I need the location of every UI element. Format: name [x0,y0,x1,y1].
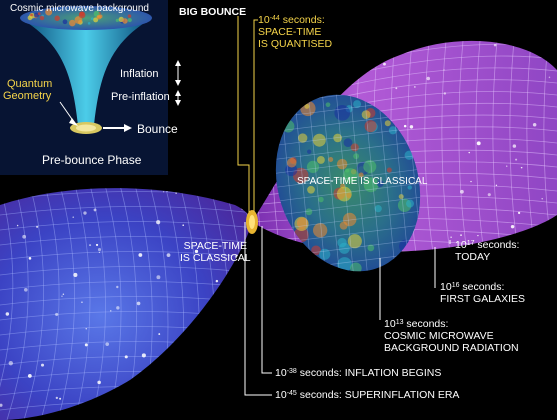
line-big-bounce [237,16,250,212]
inset-inflation: Inflation [120,68,159,80]
inflation-unit: seconds: [299,367,342,379]
inflation-desc: INFLATION BEGINS [344,367,442,379]
quantised-base: 10 [258,14,270,26]
timeline-inflation: 10-38 seconds: INFLATION BEGINS [275,367,441,379]
today-base: 10 [455,239,467,251]
today-unit: seconds: [477,239,520,251]
inset-cmb-label: Cosmic microwave background [10,3,149,14]
galaxies-unit: seconds: [462,281,505,293]
bounce-lines [237,16,258,212]
superinflation-exponent: -45 [286,390,297,397]
inset-quantum-geometry: Quantum Geometry [3,78,52,102]
quantum-line1: Quantum [7,78,53,90]
timeline-superinflation: 10-45 seconds: SUPERINFLATION ERA [275,389,459,401]
cmb-base: 10 [384,318,396,330]
today-desc: TODAY [455,251,491,263]
galaxies-exponent: 16 [451,282,460,289]
quantised-unit: seconds: [282,14,325,26]
quantised-line2: IS QUANTISED [258,38,333,50]
galaxies-desc: FIRST GALAXIES [440,293,525,305]
inset-pre-inflation: Pre-inflation [111,91,170,103]
cmb-desc: COSMIC MICROWAVE [384,330,494,342]
big-bounce-label: BIG BOUNCE [179,6,247,18]
line-superinflation [244,222,272,396]
timeline-today: 1017 seconds: TODAY [455,239,519,263]
pre-bounce-surface [0,188,252,420]
quantised-label: 10-44 seconds: SPACE-TIME IS QUANTISED [258,14,332,50]
today-exponent: 17 [466,240,475,247]
quantised-line1: SPACE-TIME [258,26,322,38]
classical-left-label: SPACE-TIME IS CLASSICAL [180,240,251,264]
cmb-unit: seconds: [406,318,449,330]
line-quantised [253,19,258,212]
line-inflation [261,226,272,374]
timeline-lines [244,222,451,396]
cmb-exponent: 13 [395,319,404,326]
timeline-galaxies: 1016 seconds: FIRST GALAXIES [440,281,525,305]
superinflation-base: 10 [275,389,287,401]
quantised-exponent: -44 [269,15,280,22]
superinflation-unit: seconds: [299,389,342,401]
bounce-point [246,210,258,234]
inset-bounce: Bounce [137,122,178,136]
galaxies-base: 10 [440,281,452,293]
classical-right-label: SPACE-TIME IS CLASSICAL [297,176,428,187]
classical-left-line2: IS CLASSICAL [180,252,251,264]
superinflation-desc: SUPERINFLATION ERA [344,389,460,401]
timeline-cmb: 1013 seconds: COSMIC MICROWAVE BACKGROUN… [384,318,519,354]
inflation-exponent: -38 [286,368,297,375]
inflation-base: 10 [275,367,287,379]
quantum-line2: Geometry [3,90,52,102]
inset-phase: Pre-bounce Phase [42,153,142,167]
inset-panel [0,0,181,175]
classical-left-line1: SPACE-TIME [183,240,248,252]
cmb-desc2: BACKGROUND RADIATION [384,342,519,354]
